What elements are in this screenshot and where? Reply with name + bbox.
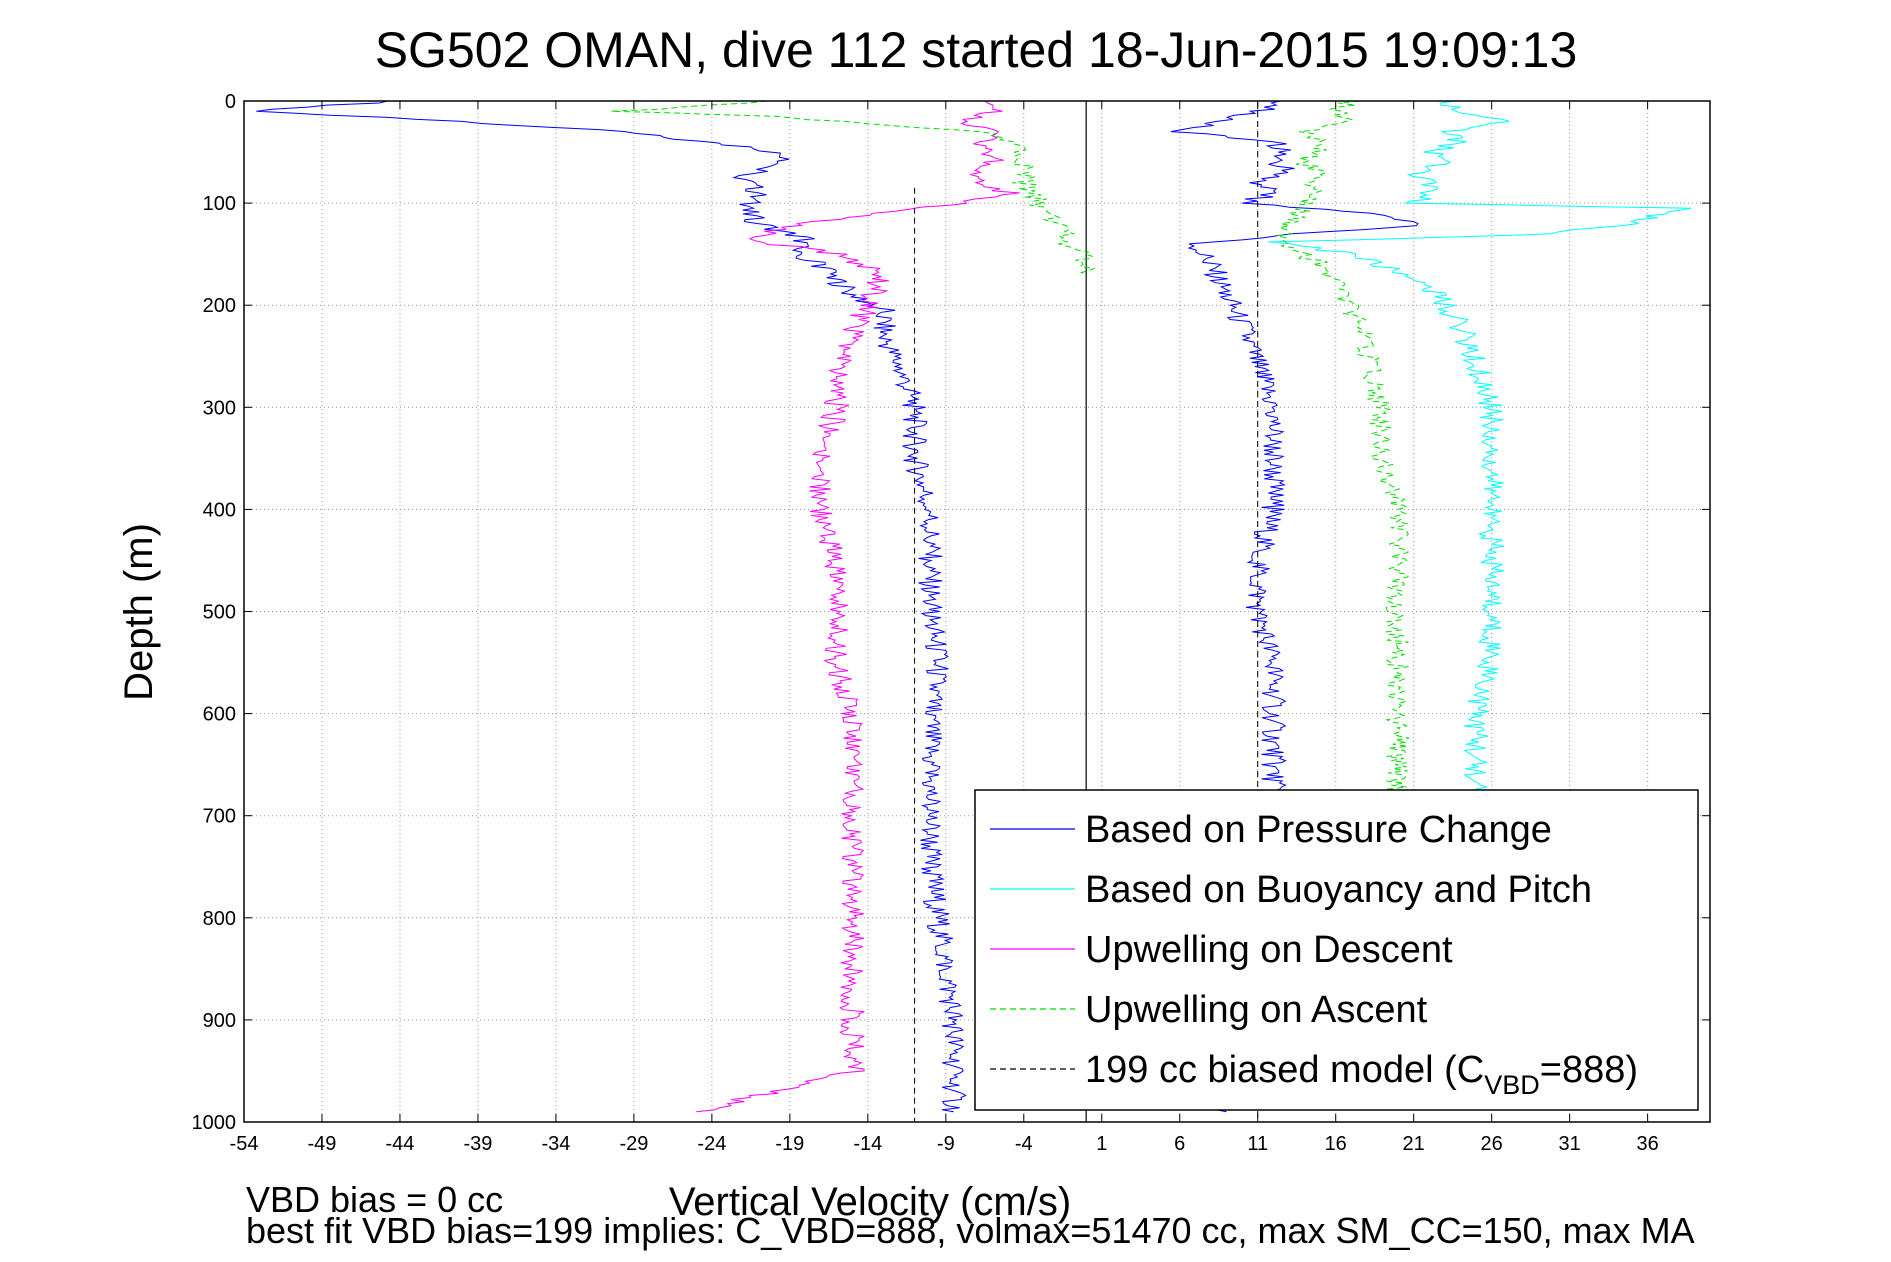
legend-label: Based on Pressure Change — [1085, 809, 1552, 851]
x-tick-label: -14 — [853, 1133, 882, 1155]
series-line-0-segment-0 — [256, 100, 967, 1113]
x-tick-label: -44 — [386, 1133, 415, 1155]
y-tick-label: 200 — [203, 295, 236, 317]
x-tick-label: -9 — [937, 1133, 955, 1155]
series-line-3-segment-0 — [610, 100, 1095, 276]
x-tick-label: -4 — [1015, 1133, 1033, 1155]
best-fit-note: best fit VBD bias=199 implies: C_VBD=888… — [246, 1210, 1695, 1251]
series-line-2-segment-0 — [696, 100, 1020, 1113]
legend: Based on Pressure Change Based on Buoyanc… — [974, 789, 1699, 1111]
x-tick-label: -29 — [619, 1133, 648, 1155]
x-tick-label: 36 — [1636, 1133, 1658, 1155]
y-tick-label: 1000 — [192, 1112, 237, 1134]
series-line-1-segment-0 — [1267, 100, 1692, 817]
y-tick-label: 600 — [203, 704, 236, 726]
y-axis-label: Depth (m) — [117, 523, 161, 701]
y-tick-label: 800 — [203, 908, 236, 930]
y-tick-label: 700 — [203, 806, 236, 828]
x-tick-label: -19 — [775, 1133, 804, 1155]
x-axis-label: Vertical Velocity (cm/s) — [669, 1180, 1071, 1224]
x-tick-label: 6 — [1174, 1133, 1185, 1155]
x-tick-label: 26 — [1481, 1133, 1503, 1155]
series-line-3-segment-1 — [1276, 100, 1411, 817]
x-tick-label: 16 — [1325, 1133, 1347, 1155]
vbd-bias-note: VBD bias = 0 cc — [246, 1179, 503, 1220]
legend-label: Upwelling on Ascent — [1085, 989, 1428, 1031]
x-tick-label: -34 — [541, 1133, 570, 1155]
x-tick-label: -54 — [230, 1133, 259, 1155]
legend-label: Upwelling on Descent — [1085, 929, 1453, 971]
y-tick-label: 400 — [203, 499, 236, 521]
legend-label: Based on Buoyancy and Pitch — [1085, 869, 1592, 911]
axis-ticks: -54 -49 -44 -39 -34 -29 -24 -19 -14 -9 -4 1 6 11 16 21 2… — [192, 91, 1710, 1155]
y-tick-label: 100 — [203, 193, 236, 215]
legend-box — [974, 789, 1699, 1111]
y-tick-label: 900 — [203, 1010, 236, 1032]
x-tick-label: -39 — [463, 1133, 492, 1155]
x-tick-label: -49 — [308, 1133, 337, 1155]
x-tick-label: 1 — [1096, 1133, 1107, 1155]
y-tick-label: 300 — [203, 397, 236, 419]
x-tick-label: 11 — [1247, 1133, 1268, 1155]
x-tick-label: 31 — [1559, 1133, 1581, 1155]
x-tick-label: -24 — [697, 1133, 726, 1155]
y-tick-label: 500 — [203, 602, 236, 624]
x-tick-label: 21 — [1403, 1133, 1425, 1155]
y-tick-label: 0 — [225, 91, 236, 113]
legend-label: 199 cc biased model (CVBD=888) — [1085, 1049, 1638, 1100]
chart-title: SG502 OMAN, dive 112 started 18-Jun-2015… — [375, 22, 1578, 78]
